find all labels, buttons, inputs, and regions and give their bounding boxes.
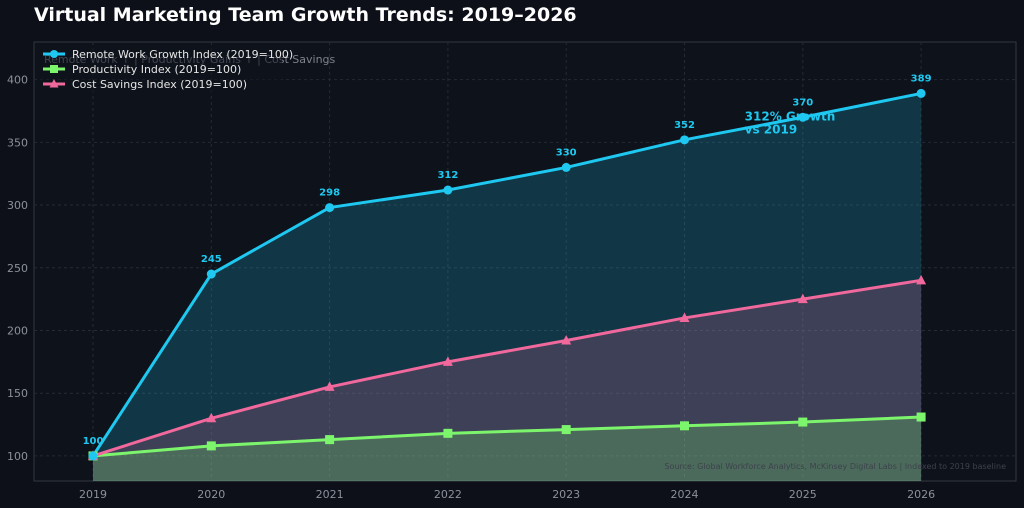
data-label-2026: 389 — [911, 73, 932, 84]
legend-marker-0 — [50, 50, 58, 58]
legend: Remote Work Growth Index (2019=100) Produ… — [38, 45, 293, 95]
x-tick-2019: 2019 — [79, 488, 107, 501]
y-tick-100: 100 — [7, 450, 28, 463]
line-series-1 — [92, 415, 922, 458]
x-tick-2026: 2026 — [907, 488, 935, 501]
data-label-2023: 330 — [556, 147, 577, 158]
annotation-line-1: vs 2019 — [745, 122, 798, 136]
data-label-2020: 245 — [201, 254, 222, 265]
series-markers — [88, 88, 927, 461]
point-series-0-2020 — [206, 269, 216, 279]
legend-marker-2 — [49, 79, 59, 88]
y-tick-150: 150 — [7, 387, 28, 400]
point-series-2-2020 — [206, 412, 217, 423]
point-series-2-2023 — [561, 335, 572, 345]
point-series-0-2024 — [680, 135, 689, 145]
point-series-1-2023 — [561, 425, 571, 435]
point-series-2-2022 — [442, 356, 453, 366]
legend-label-0: Remote Work Growth Index (2019=100) — [72, 48, 293, 61]
data-label-2024: 352 — [674, 120, 695, 131]
data-label-2019: 100 — [83, 436, 104, 447]
data-labels: 100 245 298 312 330 352 370 389 — [83, 73, 932, 446]
point-series-1-2020 — [206, 441, 216, 451]
point-series-2-2021 — [324, 381, 335, 391]
x-tick-2024: 2024 — [671, 488, 699, 501]
axis-ticks: 100 150 200 250 300 350 400 2019 2020 2021 2022 202… — [7, 74, 935, 501]
line-series-0 — [91, 91, 922, 457]
point-series-1-2024 — [680, 421, 689, 431]
data-label-2022: 312 — [437, 170, 458, 181]
point-series-0-2023 — [561, 162, 571, 172]
point-series-0-2026 — [916, 88, 926, 98]
data-label-2025: 370 — [792, 97, 813, 108]
point-series-0-2025 — [798, 112, 808, 122]
series-lines — [91, 91, 922, 458]
point-series-0-2019 — [88, 451, 98, 461]
y-tick-300: 300 — [7, 199, 28, 212]
series-areas — [93, 93, 922, 481]
chart-title: Virtual Marketing Team Growth Trends: 20… — [34, 4, 577, 26]
point-series-2-2025 — [797, 293, 808, 304]
x-tick-2023: 2023 — [552, 488, 580, 501]
point-series-1-2021 — [325, 435, 335, 445]
plot-area — [33, 41, 1017, 482]
area-series-2 — [93, 280, 922, 481]
y-tick-250: 250 — [7, 262, 28, 275]
source-note: Source: Global Workforce Analytics, McKi… — [664, 462, 1006, 471]
x-tick-2021: 2021 — [316, 488, 344, 501]
y-tick-350: 350 — [7, 136, 28, 149]
point-series-1-2025 — [798, 417, 808, 427]
legend-box — [38, 45, 282, 95]
legend-label-1: Productivity Index (2019=100) — [72, 63, 241, 76]
point-series-0-2022 — [443, 185, 453, 195]
point-series-1-2022 — [443, 428, 453, 438]
x-tick-2025: 2025 — [789, 488, 817, 501]
point-series-0-2021 — [325, 203, 335, 213]
point-series-2-2024 — [679, 312, 690, 322]
legend-label-2: Cost Savings Index (2019=100) — [72, 78, 247, 91]
y-tick-200: 200 — [7, 324, 28, 337]
area-series-0 — [93, 93, 922, 481]
line-series-2 — [92, 278, 922, 458]
y-tick-400: 400 — [7, 74, 28, 87]
x-tick-2020: 2020 — [197, 488, 225, 501]
x-tick-2022: 2022 — [434, 488, 462, 501]
point-series-1-2026 — [916, 412, 926, 422]
legend-marker-1 — [50, 65, 58, 73]
point-series-2-2026 — [916, 274, 927, 285]
annotation-line-0: 312% Growth — [745, 109, 836, 123]
data-label-2021: 298 — [319, 188, 340, 199]
area-series-1 — [93, 417, 922, 481]
